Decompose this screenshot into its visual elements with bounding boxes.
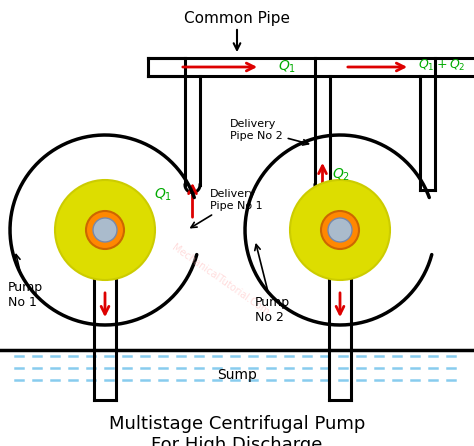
Circle shape xyxy=(328,218,352,242)
Circle shape xyxy=(55,180,155,280)
Circle shape xyxy=(290,180,390,280)
Text: MechanicalTutorial.Com: MechanicalTutorial.Com xyxy=(170,243,271,318)
Text: Delivery
Pipe No 1: Delivery Pipe No 1 xyxy=(191,189,263,227)
Circle shape xyxy=(321,211,359,249)
Text: Sump: Sump xyxy=(217,368,257,382)
Text: Pump
No 2: Pump No 2 xyxy=(255,244,290,324)
Text: $Q_1$: $Q_1$ xyxy=(278,59,296,75)
Circle shape xyxy=(93,218,117,242)
Text: Common Pipe: Common Pipe xyxy=(184,11,290,25)
Text: $Q_1$: $Q_1$ xyxy=(155,187,173,203)
Text: $Q_1+Q_2$: $Q_1+Q_2$ xyxy=(418,58,465,73)
Text: $Q_2$: $Q_2$ xyxy=(332,167,351,183)
Circle shape xyxy=(86,211,124,249)
Text: Multistage Centrifugal Pump
For High Discharge: Multistage Centrifugal Pump For High Dis… xyxy=(109,415,365,446)
Text: Delivery
Pipe No 2: Delivery Pipe No 2 xyxy=(230,119,309,145)
Text: Pump
No 1: Pump No 1 xyxy=(8,255,43,309)
